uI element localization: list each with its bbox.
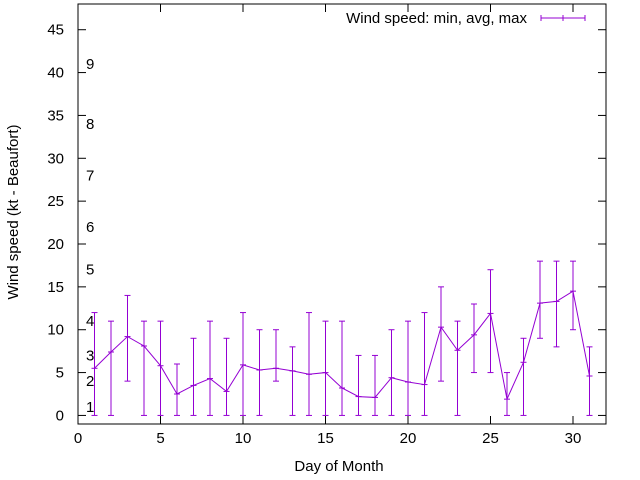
error-bar xyxy=(454,320,461,416)
error-bar xyxy=(174,363,180,416)
error-bar xyxy=(372,354,378,416)
x-axis-label: Day of Month xyxy=(294,458,383,475)
error-bar xyxy=(91,312,98,416)
y-tick-label: 0 xyxy=(56,407,64,424)
y-tick-label: 40 xyxy=(47,65,64,82)
error-bar xyxy=(355,354,362,416)
x-tick-label: 0 xyxy=(74,430,82,447)
error-bar xyxy=(306,312,312,416)
error-bar xyxy=(520,337,527,416)
error-bar xyxy=(124,294,131,382)
error-bar xyxy=(388,329,395,416)
error-bar xyxy=(108,320,114,416)
plot-area xyxy=(91,260,593,416)
beaufort-label: 1 xyxy=(86,399,94,416)
beaufort-label: 5 xyxy=(86,262,94,279)
x-axis-ticks: 0 5 10 15 20 25 30 xyxy=(74,4,582,447)
error-bar xyxy=(537,260,543,339)
y-tick-label: 10 xyxy=(47,322,64,339)
y-tick-label: 30 xyxy=(47,150,64,167)
x-tick-label: 20 xyxy=(400,430,417,447)
error-bar xyxy=(207,320,213,416)
legend-key xyxy=(540,15,586,21)
beaufort-label: 8 xyxy=(86,116,94,133)
beaufort-label: 7 xyxy=(86,167,94,184)
y-tick-label: 35 xyxy=(47,107,64,124)
error-bar xyxy=(256,329,263,416)
beaufort-label: 3 xyxy=(86,347,94,364)
error-bar xyxy=(504,372,510,416)
error-bar xyxy=(240,312,246,416)
y-tick-label: 15 xyxy=(47,279,64,296)
error-bar xyxy=(141,320,147,416)
x-tick-label: 30 xyxy=(565,430,582,447)
legend: Wind speed: min, avg, max xyxy=(346,10,586,27)
y-tick-label: 20 xyxy=(47,236,64,253)
error-bar xyxy=(405,320,411,416)
error-bar xyxy=(339,320,345,416)
x-tick-label: 25 xyxy=(482,430,499,447)
error-bar xyxy=(487,269,494,374)
error-bar xyxy=(190,337,197,416)
beaufort-scale-labels: 1 2 3 4 5 6 7 8 9 xyxy=(86,56,94,416)
error-bar xyxy=(421,312,428,416)
x-tick-label: 5 xyxy=(156,430,164,447)
error-bar xyxy=(157,320,164,416)
beaufort-label: 6 xyxy=(86,219,94,236)
error-bar xyxy=(438,286,444,382)
error-bar xyxy=(223,337,230,416)
y-tick-label: 5 xyxy=(56,365,64,382)
error-bar xyxy=(273,329,279,382)
beaufort-label: 4 xyxy=(86,313,94,330)
error-bar xyxy=(586,346,593,416)
y-tick-label: 45 xyxy=(47,22,64,39)
x-tick-label: 10 xyxy=(235,430,252,447)
error-bar xyxy=(289,346,296,416)
x-tick-label: 15 xyxy=(317,430,334,447)
error-bar xyxy=(322,320,329,416)
error-bar xyxy=(570,260,576,331)
error-bar xyxy=(471,303,477,374)
y-axis-label: Wind speed (kt - Beaufort) xyxy=(5,124,22,299)
legend-label: Wind speed: min, avg, max xyxy=(346,10,527,27)
error-bar xyxy=(553,260,560,348)
beaufort-label: 9 xyxy=(86,56,94,73)
y-tick-label: 25 xyxy=(47,193,64,210)
plot-frame xyxy=(77,3,607,425)
beaufort-label: 2 xyxy=(86,373,94,390)
